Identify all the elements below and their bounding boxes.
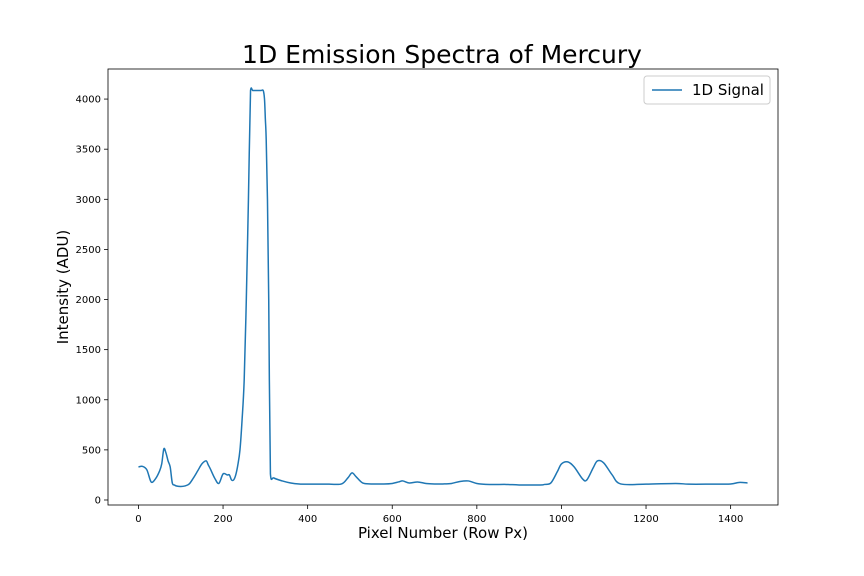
x-axis-label: Pixel Number (Row Px) <box>358 524 528 542</box>
x-tick-label: 1200 <box>633 514 658 525</box>
y-tick-label: 3500 <box>76 145 101 156</box>
y-tick-label: 2500 <box>76 245 101 256</box>
x-tick-label: 200 <box>214 514 233 525</box>
plot-frame <box>107 68 779 506</box>
series-line-1d-signal <box>138 87 748 488</box>
y-tick-label: 1000 <box>76 395 101 406</box>
y-axis-label: Intensity (ADU) <box>54 230 72 345</box>
y-tick-label: 2000 <box>76 295 101 306</box>
legend-box <box>643 75 771 105</box>
x-tick-label: 1400 <box>718 514 743 525</box>
x-tick-label: 1000 <box>549 514 574 525</box>
y-tick-label: 3000 <box>76 195 101 206</box>
y-tick-label: 1500 <box>76 345 101 356</box>
x-tick-label: 0 <box>135 514 141 525</box>
x-axis-ticks: 0 200 400 600 800 1000 1200 1400 <box>135 505 743 525</box>
y-tick-label: 4000 <box>76 95 101 106</box>
x-tick-label: 800 <box>467 514 486 525</box>
chart-title: 1D Emission Spectra of Mercury <box>242 40 642 69</box>
x-tick-label: 600 <box>383 514 402 525</box>
y-axis-ticks: 0 500 1000 1500 2000 2500 3000 3500 4000 <box>76 95 108 506</box>
y-tick-label: 0 <box>95 495 101 506</box>
y-tick-label: 500 <box>82 445 101 456</box>
legend-label: 1D Signal <box>692 81 764 99</box>
x-tick-label: 400 <box>298 514 317 525</box>
legend: 1D Signal <box>643 75 771 105</box>
